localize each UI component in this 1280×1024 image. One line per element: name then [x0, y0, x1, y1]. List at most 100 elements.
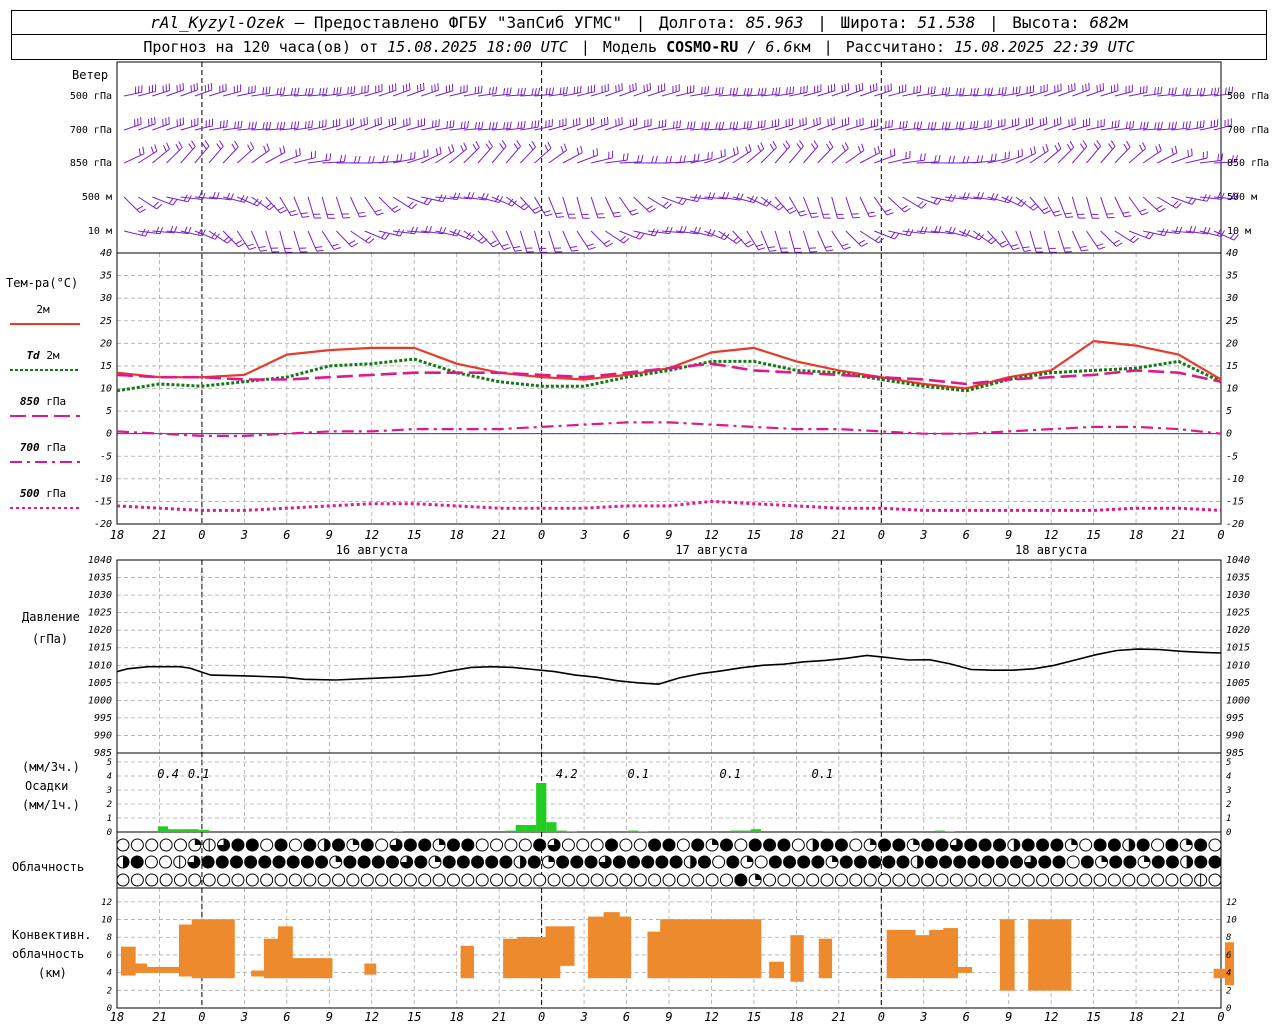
wind-barb-shaft: [293, 230, 301, 253]
cloud-symbol: [130, 855, 144, 869]
cloud-symbol: [173, 873, 187, 887]
cloud-symbol: [662, 838, 676, 852]
wind-barb: [732, 144, 752, 164]
hour-tick-11: 3: [579, 1010, 587, 1024]
wind-barb-flag: [248, 122, 251, 130]
conv-bar: [1213, 968, 1226, 979]
cloud-symbol: [1064, 838, 1078, 852]
wind-barb-flag: [987, 87, 990, 95]
wind-barb-shaft: [152, 123, 170, 131]
cloud-circle: [403, 838, 417, 852]
wind-barb-flag: [1132, 120, 1135, 128]
wind-barb: [619, 230, 645, 240]
wind-barb-flag: [288, 209, 296, 213]
wind-barb-flag: [945, 87, 948, 95]
cloud-circle: [533, 873, 547, 887]
wind-barb-flag: [629, 209, 637, 213]
wind-barb: [590, 230, 613, 248]
wind-barb-flag: [1196, 88, 1199, 96]
cloud-symbol: [1107, 838, 1121, 852]
wind-barb-flag: [1160, 121, 1163, 129]
temp-title: Тем-ра(°C): [6, 276, 78, 290]
wind-barb-shaft: [590, 123, 609, 131]
cloud-circle: [288, 873, 302, 887]
cloud-circle: [921, 838, 935, 852]
cloud-symbol: [490, 838, 504, 852]
cloud-circle: [173, 873, 187, 887]
wind-barb: [520, 120, 540, 131]
cloud-symbol: [561, 838, 575, 852]
cloud-circle: [754, 855, 768, 869]
wind-barb-flag: [351, 243, 359, 248]
wind-barb-flag: [485, 143, 491, 150]
wind-barb: [902, 196, 927, 209]
wind-barb: [1100, 196, 1115, 219]
wind-barb-flag: [635, 231, 641, 239]
wind-barb-flag: [894, 233, 900, 240]
wind-barb-flag: [534, 120, 537, 128]
precip-unit-top: (мм/3ч.): [22, 760, 80, 774]
wind-barb-flag: [380, 232, 387, 239]
wind-barb-flag: [545, 213, 553, 217]
wind-barb: [605, 83, 623, 97]
wind-barb-flag: [410, 226, 414, 234]
conv-bar: [292, 958, 305, 979]
wind-barb-shaft: [378, 123, 396, 131]
wind-barb: [1143, 86, 1163, 97]
wind-barb: [1072, 140, 1088, 164]
conv-tick-left: 6: [107, 951, 112, 961]
cloud-symbol: [533, 873, 547, 887]
cloud-symbol: [202, 838, 216, 852]
wind-barb-flag: [962, 87, 965, 95]
wind-barb-flag: [847, 83, 850, 91]
wind-barb: [279, 196, 299, 217]
wind-barb: [973, 87, 993, 97]
cloud-fill: [1186, 856, 1193, 868]
wind-barb-flag: [254, 121, 257, 129]
altitude-unit: м: [1118, 13, 1128, 32]
wind-barb: [690, 85, 710, 97]
cloud-symbol: [173, 838, 187, 852]
conv-tick-left: 0: [107, 1004, 112, 1014]
cloud-symbol: [992, 873, 1006, 887]
hour-tick-6: 12: [365, 528, 379, 542]
wind-barb-flag: [732, 148, 736, 156]
wind-barb-flag: [159, 227, 164, 234]
wind-barb-flag: [293, 87, 297, 95]
wind-barb: [194, 118, 214, 131]
wind-barb-shaft: [845, 196, 854, 219]
wind-barb-flag: [1235, 155, 1238, 163]
wind-barb: [704, 121, 725, 131]
cloud-symbol: [1021, 873, 1035, 887]
wind-barb: [944, 192, 970, 200]
hour-tick-2: 0: [198, 1010, 205, 1024]
cloud-circle: [260, 873, 274, 887]
wind-barb-shaft: [1100, 196, 1109, 219]
wind-barb: [520, 196, 542, 214]
wind-barb-flag: [155, 226, 160, 234]
cloud-circle: [547, 873, 561, 887]
cloud-circle: [1208, 838, 1222, 852]
wind-barb-flag: [941, 87, 944, 95]
temp-tick-left: 10: [100, 384, 112, 395]
wind-barb: [208, 119, 228, 131]
wind-barb-flag: [353, 85, 356, 93]
cloud-circle: [145, 838, 159, 852]
wind-barb-flag: [386, 155, 389, 163]
wind-barb: [237, 85, 256, 97]
wind-barb-flag: [394, 116, 397, 125]
wind-barb-flag: [841, 85, 844, 93]
wind-barb: [845, 230, 868, 247]
wind-barb-flag: [589, 118, 592, 126]
temp-tick-left: -10: [94, 474, 112, 485]
wind-barb-flag: [172, 199, 178, 206]
wind-barb: [591, 83, 609, 97]
wind-barb: [802, 196, 819, 218]
conv-bar: [900, 929, 916, 979]
wind-barb-flag: [517, 121, 520, 129]
wind-barb-flag: [679, 155, 683, 163]
cloud-symbol: [806, 873, 820, 887]
wind-barb-flag: [391, 118, 394, 126]
wind-barb-flag: [1196, 121, 1199, 129]
cloud-circle: [499, 855, 513, 869]
